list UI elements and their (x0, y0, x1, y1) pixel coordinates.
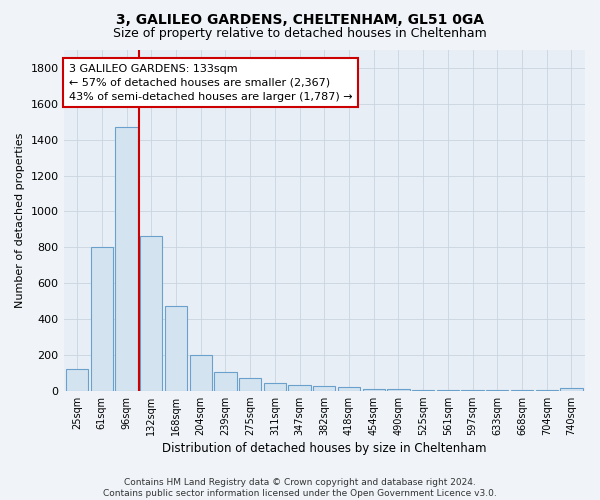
Y-axis label: Number of detached properties: Number of detached properties (15, 132, 25, 308)
Bar (140, 236, 163, 390)
Bar (91, 247, 113, 390)
X-axis label: Distribution of detached houses by size in Cheltenham: Distribution of detached houses by size … (162, 442, 487, 455)
Bar (239, 378, 261, 390)
Bar (264, 382, 286, 390)
Bar (115, 127, 137, 390)
Bar (362, 389, 385, 390)
Bar (165, 306, 187, 390)
Bar (66, 369, 88, 390)
Text: Contains HM Land Registry data © Crown copyright and database right 2024.
Contai: Contains HM Land Registry data © Crown c… (103, 478, 497, 498)
Bar (313, 386, 335, 390)
Bar (560, 388, 583, 390)
Text: 3, GALILEO GARDENS, CHELTENHAM, GL51 0GA: 3, GALILEO GARDENS, CHELTENHAM, GL51 0GA (116, 12, 484, 26)
Text: 3 GALILEO GARDENS: 133sqm
← 57% of detached houses are smaller (2,367)
43% of se: 3 GALILEO GARDENS: 133sqm ← 57% of detac… (69, 64, 352, 102)
Bar (338, 387, 360, 390)
Text: Size of property relative to detached houses in Cheltenham: Size of property relative to detached ho… (113, 28, 487, 40)
Bar (190, 355, 212, 390)
Bar (214, 372, 236, 390)
Bar (289, 386, 311, 390)
